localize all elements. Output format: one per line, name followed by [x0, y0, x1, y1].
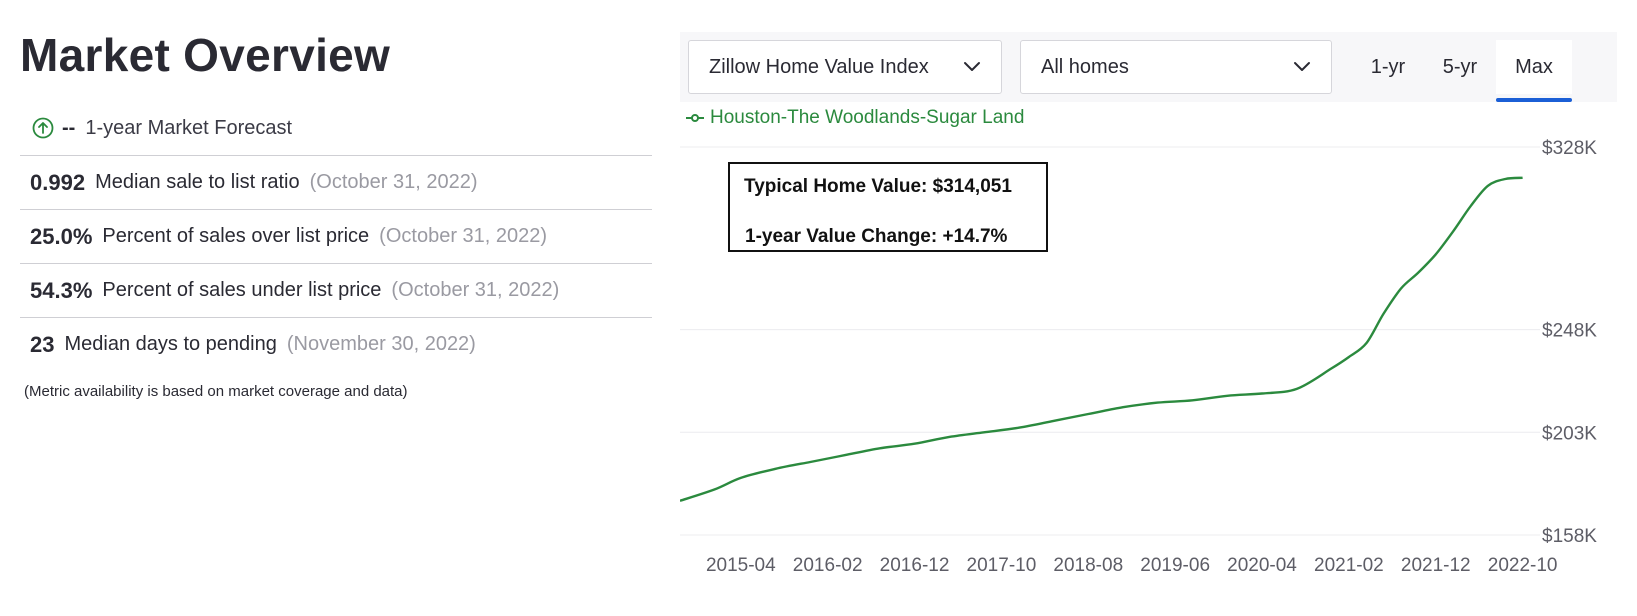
x-tick-label: 2018-08	[1053, 555, 1123, 576]
metric-value: 0.992	[30, 169, 86, 195]
x-tick-label: 2019-06	[1140, 555, 1210, 576]
availability-note: (Metric availability is based on market …	[24, 383, 408, 400]
metric-row: 25.0% Percent of sales over list price (…	[20, 209, 652, 263]
forecast-value: --	[62, 116, 76, 139]
metric-date: (October 31, 2022)	[309, 171, 478, 193]
x-tick-label: 2016-02	[793, 555, 863, 576]
metrics-list: 0.992 Median sale to list ratio (October…	[20, 155, 652, 371]
forecast-label: 1-year Market Forecast	[85, 116, 293, 139]
metric-value: 25.0%	[30, 223, 93, 249]
index-select-value: Zillow Home Value Index	[709, 55, 929, 78]
metric-value: 23	[30, 331, 55, 357]
metric-row: 0.992 Median sale to list ratio (October…	[20, 155, 652, 209]
y-tick-label: $158K	[1542, 526, 1597, 547]
chevron-down-icon	[1294, 62, 1310, 71]
x-tick-label: 2021-02	[1314, 555, 1384, 576]
active-range-indicator	[1496, 98, 1572, 102]
series-line	[680, 176, 1523, 502]
y-tick-label: $203K	[1542, 423, 1597, 444]
metric-date: (November 30, 2022)	[286, 333, 476, 355]
y-tick-label: $248K	[1542, 321, 1597, 342]
forecast-row: -- 1-year Market Forecast	[32, 113, 292, 143]
range-button-1yr[interactable]: 1-yr	[1370, 55, 1406, 78]
range-button-max[interactable]: Max	[1496, 40, 1572, 102]
metric-value: 54.3%	[30, 277, 93, 303]
chart-panel: Zillow Home Value Index All homes 1-yr 5…	[680, 32, 1617, 616]
x-tick-label: 2022-10	[1488, 555, 1558, 576]
page-title: Market Overview	[20, 29, 391, 81]
metric-label: Percent of sales under list price	[102, 279, 382, 301]
chart-tooltip: Typical Home Value: $314,051 1-year Valu…	[728, 162, 1048, 252]
chart-legend[interactable]: Houston-The Woodlands-Sugar Land	[686, 106, 1024, 130]
x-tick-label: 2020-04	[1227, 555, 1297, 576]
range-button-max-label: Max	[1515, 55, 1553, 78]
chart-toolbar: Zillow Home Value Index All homes 1-yr 5…	[680, 32, 1617, 102]
metric-date: (October 31, 2022)	[391, 279, 560, 301]
tooltip-typical-value: Typical Home Value: $314,051	[744, 176, 1012, 197]
metric-label: Median sale to list ratio	[95, 171, 300, 193]
x-tick-label: 2015-04	[706, 555, 776, 576]
x-tick-label: 2017-10	[967, 555, 1037, 576]
chart-plot: $158K $203K $248K $328K 2015-04 2016-02 2016-1…	[680, 138, 1597, 576]
metric-label: Median days to pending	[64, 333, 277, 355]
tooltip-value-change: 1-year Value Change: +14.7%	[745, 226, 1008, 247]
metric-date: (October 31, 2022)	[379, 225, 548, 247]
metric-row: 23 Median days to pending (November 30, …	[20, 317, 652, 371]
home-type-select[interactable]: All homes	[1020, 40, 1332, 94]
index-select[interactable]: Zillow Home Value Index	[688, 40, 1002, 94]
x-tick-label: 2021-12	[1401, 555, 1471, 576]
arrow-up-circle-icon	[32, 117, 54, 139]
y-tick-label: $328K	[1542, 138, 1597, 159]
metric-row: 54.3% Percent of sales under list price …	[20, 263, 652, 317]
x-tick-label: 2016-12	[880, 555, 950, 576]
legend-series-name: Houston-The Woodlands-Sugar Land	[710, 107, 1025, 128]
chevron-down-icon	[964, 62, 980, 71]
home-type-select-value: All homes	[1041, 55, 1129, 78]
range-button-5yr[interactable]: 5-yr	[1442, 55, 1478, 78]
metric-label: Percent of sales over list price	[102, 225, 370, 247]
line-marker-icon	[686, 114, 704, 122]
